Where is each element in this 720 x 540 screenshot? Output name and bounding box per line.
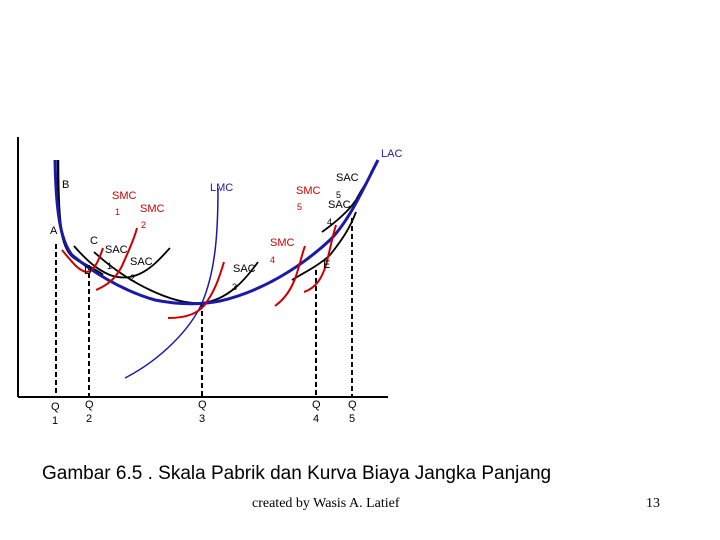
q5-label: Q: [348, 399, 357, 411]
smc5-sub: 5: [297, 202, 302, 212]
credit-text: created by Wasis A. Latief: [252, 496, 400, 511]
sac3-sub: 3: [232, 282, 237, 292]
smc2-curve: [95, 227, 138, 291]
sac2-curve: [73, 245, 171, 279]
q3-label: Q: [198, 399, 207, 411]
smc4-sub: 4: [270, 255, 275, 265]
sac4-sub: 4: [327, 217, 332, 227]
smc1-curve: [61, 247, 104, 274]
q4-sub: 4: [313, 413, 319, 425]
smc5-curve: [303, 224, 337, 293]
q1-sub: 1: [52, 415, 58, 427]
smc1-sub: 1: [115, 207, 120, 217]
sac2-sub: 2: [130, 273, 135, 283]
sac5-sub: 5: [336, 190, 341, 200]
q1-label: Q: [51, 401, 60, 413]
q3-sub: 3: [199, 413, 205, 425]
smc1-label: SMC: [112, 190, 137, 202]
point-a-label: A: [50, 225, 58, 237]
smc4-label: SMC: [270, 237, 295, 249]
point-e-label: E: [323, 259, 330, 271]
q5-sub: 5: [349, 413, 355, 425]
sac3-label: SAC: [233, 263, 256, 275]
point-d-label: D: [84, 265, 92, 277]
point-b-label: B: [62, 179, 69, 191]
lac-label: LAC: [381, 148, 402, 160]
q2-label: Q: [85, 399, 94, 411]
smc4-curve: [274, 245, 306, 307]
smc2-label: SMC: [140, 203, 165, 215]
q4-label: Q: [312, 399, 321, 411]
lac-curve: [53, 159, 380, 306]
page-number: 13: [646, 496, 660, 511]
sac4-curve: [291, 211, 357, 281]
sac1-sub: 1: [107, 261, 112, 271]
figure-caption: Gambar 6.5 . Skala Pabrik dan Kurva Biay…: [42, 463, 552, 484]
sac2-label: SAC: [130, 256, 153, 268]
smc2-sub: 2: [141, 220, 146, 230]
smc3-curve: [167, 261, 225, 319]
sac4-label: SAC: [328, 199, 351, 211]
dashed-guides: [55, 218, 353, 397]
sac1-label: SAC: [105, 244, 128, 256]
q2-sub: 2: [86, 413, 92, 425]
lmc-label: LMC: [210, 182, 233, 194]
sac1-curve: [56, 159, 104, 277]
lmc-curve: [124, 187, 219, 379]
sac5-label: SAC: [336, 172, 359, 184]
smc5-label: SMC: [296, 185, 321, 197]
point-c-label: C: [90, 235, 98, 247]
